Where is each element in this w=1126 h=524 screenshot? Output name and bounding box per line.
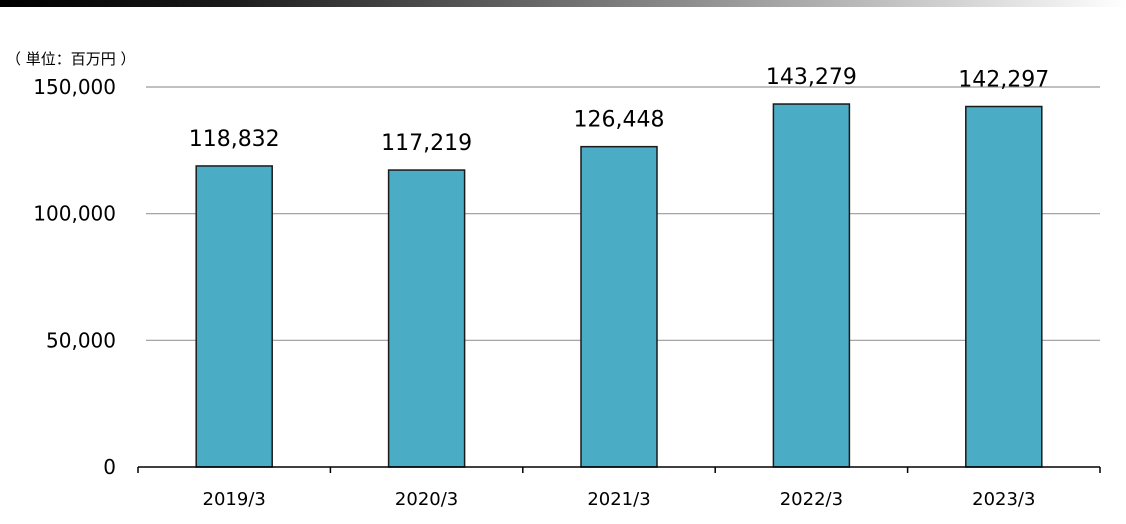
x-tick-label: 2023/3 <box>972 489 1035 510</box>
y-tick-label: 150,000 <box>33 75 116 99</box>
y-tick-label: 100,000 <box>33 202 116 226</box>
data-label: 142,297 <box>958 68 1049 93</box>
bar <box>965 105 1043 468</box>
y-tick-label: 0 <box>103 455 116 479</box>
bar <box>195 165 273 468</box>
x-tick-label: 2021/3 <box>587 489 650 510</box>
header-band <box>0 0 1126 7</box>
bar <box>772 103 851 468</box>
data-label: 117,219 <box>381 131 472 156</box>
axes <box>137 466 1101 473</box>
data-label: 118,832 <box>189 127 280 152</box>
x-tick-label: 2022/3 <box>780 489 843 510</box>
x-tick-label: 2020/3 <box>395 489 458 510</box>
data-label: 143,279 <box>766 65 857 90</box>
bar <box>580 145 658 468</box>
labels: 0 50,000 100,000 150,000 118,832 2019/3 117,21… <box>33 65 1049 510</box>
y-tick-label: 50,000 <box>46 328 116 352</box>
bar <box>387 169 466 468</box>
x-tick-label: 2019/3 <box>203 489 266 510</box>
data-label: 126,448 <box>574 108 665 133</box>
unit-label: （ 単位：百万円 ） <box>6 50 136 68</box>
bars <box>195 103 1043 468</box>
